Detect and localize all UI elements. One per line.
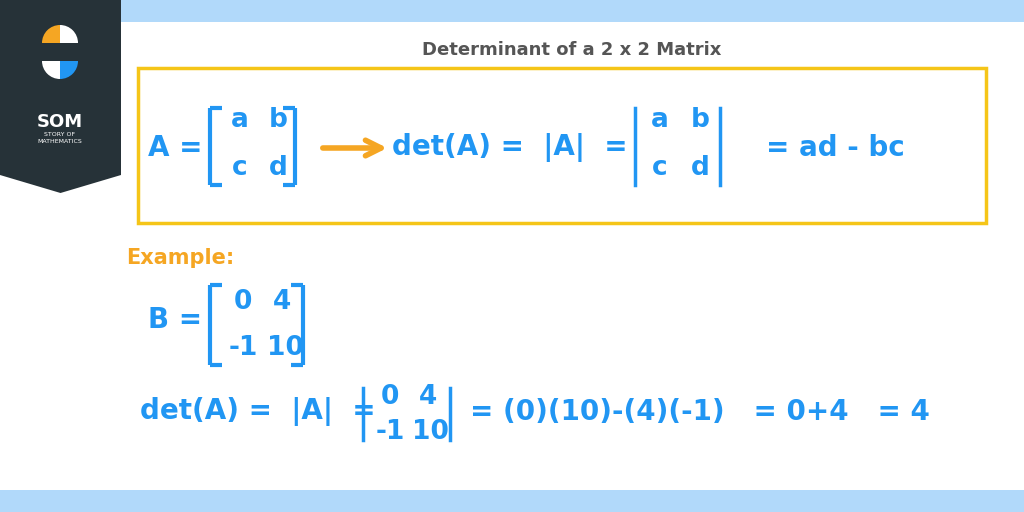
Text: d: d bbox=[268, 155, 288, 181]
Text: = ad - bc: = ad - bc bbox=[766, 134, 904, 162]
Wedge shape bbox=[42, 25, 60, 61]
Text: a: a bbox=[231, 107, 249, 133]
Text: = (0)(10)-(4)(-1)   = 0+4   = 4: = (0)(10)-(4)(-1) = 0+4 = 4 bbox=[470, 398, 930, 426]
Text: B =: B = bbox=[147, 306, 202, 334]
Text: b: b bbox=[690, 107, 710, 133]
Bar bbox=[42, 43, 60, 61]
Text: 0: 0 bbox=[233, 289, 252, 315]
Text: det(A) =  |A|  =: det(A) = |A| = bbox=[392, 134, 628, 162]
Bar bbox=[60, 43, 78, 61]
Text: 10: 10 bbox=[266, 335, 303, 361]
Text: Example:: Example: bbox=[126, 248, 234, 268]
Text: SOM: SOM bbox=[37, 113, 83, 131]
Text: c: c bbox=[232, 155, 248, 181]
Text: det(A) =  |A|  =: det(A) = |A| = bbox=[140, 397, 376, 426]
Bar bbox=[0, 490, 1024, 512]
Bar bbox=[138, 68, 986, 223]
Text: 4: 4 bbox=[419, 384, 437, 410]
Text: d: d bbox=[690, 155, 710, 181]
Text: 4: 4 bbox=[272, 289, 291, 315]
Text: c: c bbox=[652, 155, 668, 181]
Text: Determinant of a 2 x 2 Matrix: Determinant of a 2 x 2 Matrix bbox=[422, 41, 722, 59]
Text: a: a bbox=[651, 107, 669, 133]
Wedge shape bbox=[42, 43, 60, 79]
Text: -1: -1 bbox=[228, 335, 258, 361]
Polygon shape bbox=[0, 0, 121, 193]
Text: 10: 10 bbox=[412, 419, 449, 445]
Wedge shape bbox=[60, 43, 78, 79]
Text: 0: 0 bbox=[381, 384, 399, 410]
Text: b: b bbox=[268, 107, 288, 133]
Text: A =: A = bbox=[147, 134, 203, 162]
Bar bbox=[0, 0, 1024, 22]
Text: STORY OF
MATHEMATICS: STORY OF MATHEMATICS bbox=[38, 132, 82, 144]
Wedge shape bbox=[60, 25, 78, 61]
Text: -1: -1 bbox=[376, 419, 404, 445]
